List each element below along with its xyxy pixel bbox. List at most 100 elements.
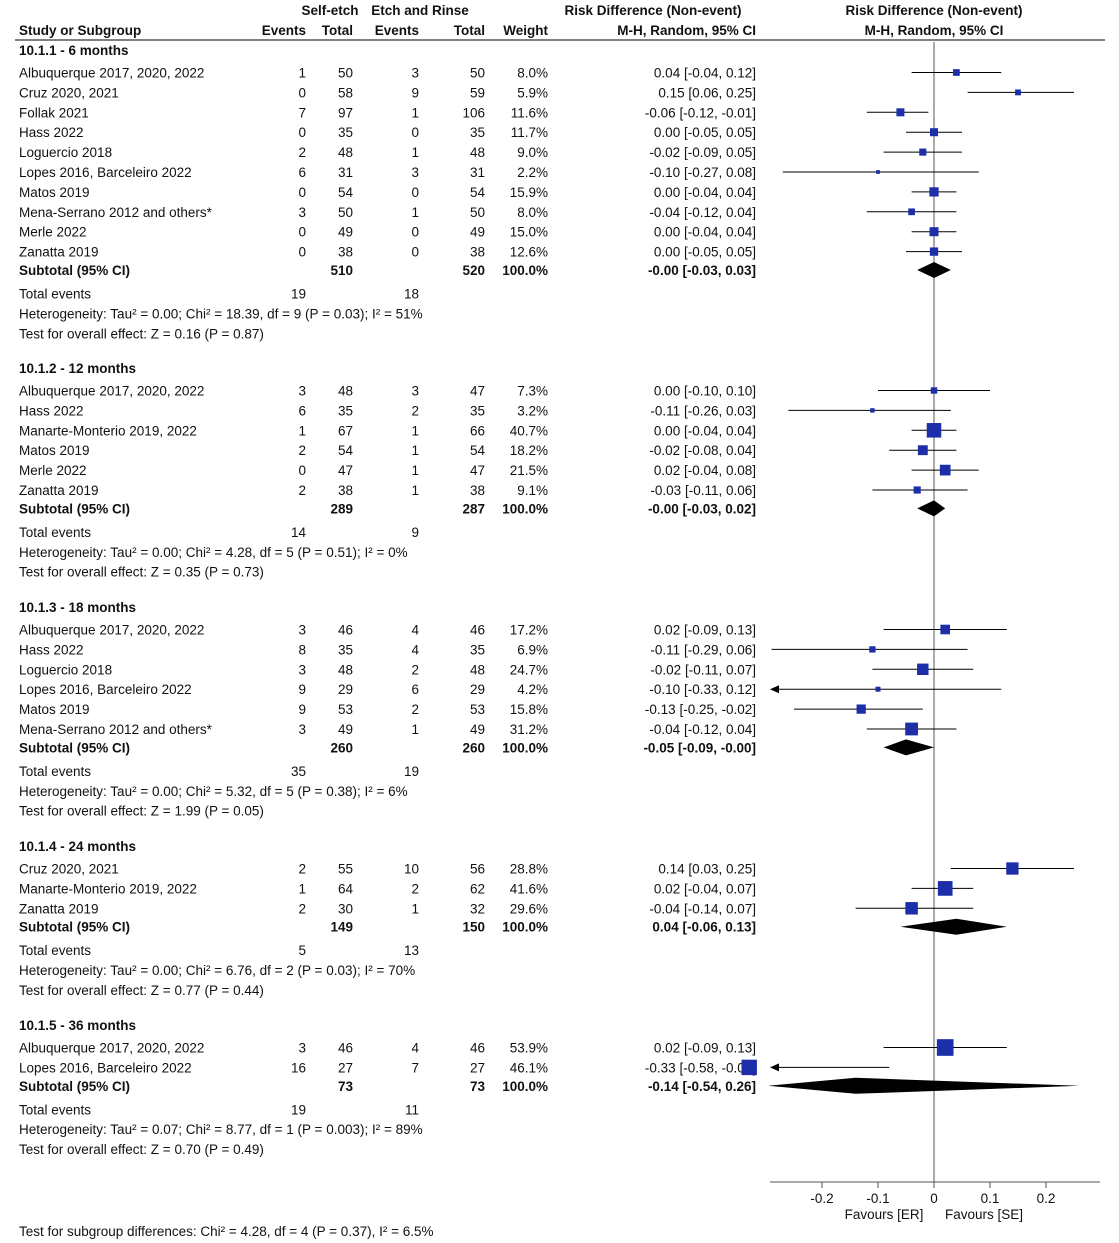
study-weight: 5.9% [517,85,548,100]
subtotal-label: Subtotal (95% CI) [19,740,130,755]
events-etch-rinse: 1 [411,443,419,458]
study-ci: -0.02 [-0.08, 0.04] [649,443,756,458]
heterogeneity-text: Heterogeneity: Tau² = 0.00; Chi² = 5.32,… [19,784,408,799]
total-self-etch: 50 [338,205,353,220]
subtotal-ci: 0.04 [-0.06, 0.13] [652,920,756,935]
total-self-etch: 50 [338,66,353,81]
header-events-2: Events [375,23,419,38]
total-etch-rinse: 47 [470,384,485,399]
total-events-label: Total events [19,764,91,779]
study-weight: 41.6% [510,881,548,896]
study-ci: 0.02 [-0.04, 0.08] [654,463,756,478]
events-etch-rinse: 7 [411,1060,419,1075]
study-ci: -0.11 [-0.26, 0.03] [650,403,756,418]
x-tick-label: 0 [930,1191,938,1206]
study-name: Lopes 2016, Barceleiro 2022 [19,1060,192,1075]
total-self-etch: 38 [338,483,353,498]
total-events-etch-rinse: 11 [405,1102,419,1117]
total-etch-rinse: 46 [470,623,485,638]
total-self-etch: 49 [338,225,353,240]
study-marker [905,902,918,915]
total-self-etch: 38 [338,245,353,260]
total-self-etch: 54 [338,443,354,458]
total-self-etch: 54 [338,185,354,200]
total-etch-rinse: 62 [470,881,485,896]
total-events-self-etch: 19 [291,1102,306,1117]
subtotal-diamond [917,262,951,278]
study-weight: 12.6% [510,245,548,260]
study-ci: -0.04 [-0.14, 0.07] [649,901,756,916]
events-self-etch: 0 [298,185,306,200]
events-etch-rinse: 1 [411,483,419,498]
subtotal-weight: 100.0% [502,263,548,278]
events-etch-rinse: 0 [411,245,419,260]
total-events-label: Total events [19,525,91,540]
header-group2: Etch and Rinse [371,3,469,18]
study-name: Loguercio 2018 [19,662,112,677]
study-marker [939,464,951,476]
total-etch-rinse: 56 [470,862,485,877]
events-etch-rinse: 4 [411,642,419,657]
study-marker [917,663,929,676]
study-weight: 29.6% [510,901,548,916]
study-ci: -0.03 [-0.11, 0.06] [650,483,756,498]
study-ci: 0.02 [-0.04, 0.07] [654,881,756,896]
total-etch-rinse: 66 [470,423,485,438]
events-self-etch: 3 [298,662,306,677]
header-rd-title: Risk Difference (Non-event) [564,3,741,18]
events-self-etch: 0 [298,85,306,100]
total-self-etch: 31 [338,165,353,180]
events-etch-rinse: 1 [411,423,419,438]
total-etch-rinse: 50 [470,66,485,81]
study-marker [929,247,939,256]
events-etch-rinse: 1 [411,205,419,220]
study-weight: 31.2% [510,722,548,737]
events-etch-rinse: 1 [411,145,419,160]
subtotal-total-self-etch: 289 [330,501,353,516]
x-tick-label: 0.2 [1037,1191,1056,1206]
x-tick-label: -0.2 [810,1191,833,1206]
study-name: Matos 2019 [19,702,90,717]
total-etch-rinse: 35 [470,642,485,657]
total-etch-rinse: 46 [470,1041,485,1056]
study-weight: 24.7% [510,662,548,677]
study-weight: 3.2% [517,403,548,418]
subtotal-diamond [883,739,934,756]
header-rd-method: M-H, Random, 95% CI [617,23,756,38]
overall-effect-text: Test for overall effect: Z = 0.35 (P = 0… [19,565,264,580]
study-marker [953,69,960,76]
total-events-label: Total events [19,1102,91,1117]
x-tick-label: 0.1 [981,1191,1000,1206]
study-marker [896,108,905,117]
events-self-etch: 3 [298,623,306,638]
study-ci: -0.04 [-0.12, 0.04] [649,722,756,737]
study-marker [876,170,880,174]
subtotal-total-etch-rinse: 520 [462,263,485,278]
study-name: Zanatta 2019 [19,901,99,916]
events-etch-rinse: 1 [411,722,419,737]
study-name: Manarte-Monterio 2019, 2022 [19,881,197,896]
header-weight: Weight [503,23,548,38]
events-self-etch: 9 [298,682,306,697]
study-marker [929,227,939,237]
study-weight: 6.9% [517,642,548,657]
total-self-etch: 48 [338,145,353,160]
overall-effect-text: Test for overall effect: Z = 1.99 (P = 0… [19,804,264,819]
study-ci: -0.04 [-0.12, 0.04] [649,205,756,220]
total-events-etch-rinse: 18 [404,287,419,302]
study-name: Mena-Serrano 2012 and others* [19,722,213,737]
events-self-etch: 3 [298,384,306,399]
header-group1: Self-etch [301,3,358,18]
subtotal-ci: -0.00 [-0.03, 0.03] [648,263,756,278]
header-plot-title: Risk Difference (Non-event) [845,3,1022,18]
subtotal-total-etch-rinse: 73 [470,1079,486,1094]
study-marker [919,148,927,156]
total-events-etch-rinse: 13 [404,943,419,958]
study-ci: 0.00 [-0.10, 0.10] [654,384,756,399]
total-self-etch: 35 [338,125,353,140]
total-self-etch: 29 [338,682,353,697]
events-etch-rinse: 1 [411,463,419,478]
study-weight: 53.9% [510,1041,548,1056]
subtotal-weight: 100.0% [502,501,548,516]
total-self-etch: 49 [338,722,353,737]
